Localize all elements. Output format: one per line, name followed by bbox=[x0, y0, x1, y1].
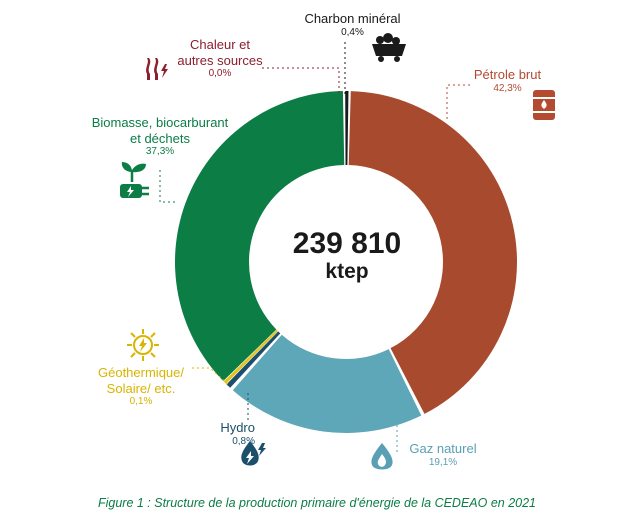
figure-caption: Figure 1 : Structure de la production pr… bbox=[97, 496, 537, 510]
label-geo-name-1: Géothermique/ bbox=[98, 365, 184, 380]
label-petrole-pct: 42,3% bbox=[493, 82, 522, 94]
label-chaleur-name-1: Chaleur et bbox=[190, 37, 250, 52]
label-charbon-name: Charbon minéral bbox=[304, 11, 401, 26]
heat-waves-icon bbox=[146, 58, 168, 80]
slice-hydro bbox=[226, 331, 281, 388]
coal-cart-icon bbox=[372, 33, 406, 62]
donut-center-label: 239 810 ktep bbox=[247, 228, 447, 283]
label-hydro-pct: 0,8% bbox=[232, 435, 255, 447]
label-gaz-pct: 19,1% bbox=[428, 456, 458, 468]
sun-bolt-icon bbox=[127, 329, 159, 361]
label-gaz: Gaz naturel 19,1% bbox=[398, 441, 488, 469]
leader-line-geo bbox=[192, 367, 231, 387]
slice-geo bbox=[223, 329, 278, 384]
slice-biomasse bbox=[174, 91, 345, 382]
leader-line-biomasse bbox=[159, 170, 176, 203]
label-charbon-pct: 0,4% bbox=[341, 26, 364, 38]
oil-barrel-icon bbox=[533, 90, 555, 120]
slice-petrole bbox=[348, 91, 517, 414]
plant-plug-icon bbox=[120, 162, 149, 198]
label-biomasse-name-1: Biomasse, biocarburant bbox=[91, 115, 229, 130]
label-chaleur-pct: 0,0% bbox=[208, 68, 232, 80]
label-hydro: Hydro 0,8% bbox=[195, 420, 255, 448]
donut-chart bbox=[159, 42, 517, 452]
water-bolt-icon bbox=[241, 441, 266, 466]
label-biomasse-pct: 37,3% bbox=[145, 146, 175, 158]
leader-line-petrole bbox=[446, 84, 470, 120]
label-charbon: Charbon minéral 0,4% bbox=[280, 11, 425, 39]
leader-line-chaleur bbox=[262, 67, 340, 94]
slice-charbon bbox=[345, 91, 349, 166]
total-unit: ktep bbox=[325, 259, 369, 283]
label-hydro-name: Hydro bbox=[220, 420, 255, 435]
gas-flame-drop-icon bbox=[371, 443, 393, 470]
label-geo: Géothermique/ Solaire/ etc. 0,1% bbox=[72, 365, 210, 408]
total-value: 239 810 bbox=[292, 227, 402, 260]
label-petrole-name: Pétrole brut bbox=[473, 67, 542, 82]
label-petrole: Pétrole brut 42,3% bbox=[455, 67, 560, 95]
label-gaz-name: Gaz naturel bbox=[409, 441, 477, 456]
label-chaleur-name-2: autres sources bbox=[177, 52, 263, 68]
label-geo-name-2: Solaire/ etc. bbox=[106, 380, 176, 396]
label-chaleur: Chaleur et autres sources 0,0% bbox=[165, 37, 275, 80]
slice-gaz bbox=[232, 334, 422, 433]
label-geo-pct: 0,1% bbox=[129, 396, 153, 408]
label-biomasse: Biomasse, biocarburant et déchets 37,3% bbox=[66, 115, 254, 158]
label-biomasse-name-2: et déchets bbox=[130, 130, 190, 146]
